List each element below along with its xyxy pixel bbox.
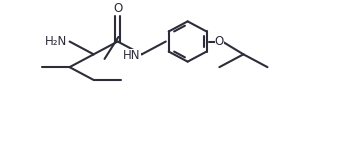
Text: O: O <box>113 2 122 15</box>
Text: H₂N: H₂N <box>45 35 68 48</box>
Text: O: O <box>215 35 224 48</box>
Text: HN: HN <box>123 49 141 62</box>
